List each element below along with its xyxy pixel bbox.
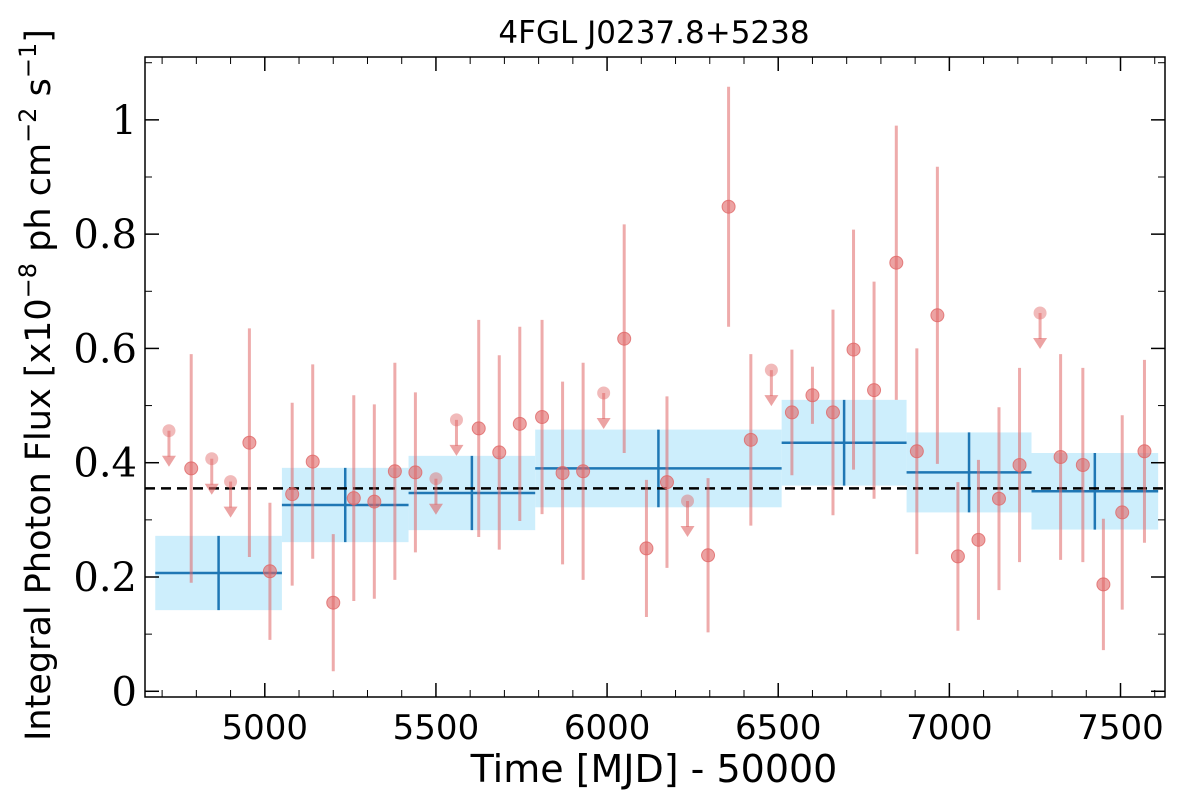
detection-point: [659, 475, 674, 490]
detection-point: [346, 491, 361, 506]
y-tick-label: 0: [112, 669, 137, 715]
x-tick-label: 5500: [393, 708, 480, 748]
detection-point: [701, 548, 716, 563]
x-tick-label: 7500: [1077, 708, 1164, 748]
bin-crosses-layer: [155, 399, 1159, 611]
upper-limit-arrow: [161, 455, 176, 467]
y-axis-label-exp2: −2: [14, 108, 42, 143]
upper-limit-point: [205, 452, 219, 466]
detection-point: [639, 541, 654, 556]
detection-point: [1137, 444, 1152, 459]
axes-layer: [144, 56, 1166, 698]
chart-title: 4FGL J0237.8+5238: [498, 15, 809, 51]
y-axis-label: Integral Photon Flux [x10−8 ph cm−2 s−1]: [14, 29, 59, 741]
detection-point: [950, 549, 965, 564]
detection-point: [846, 342, 861, 357]
x-tick-label: 5000: [222, 708, 309, 748]
upper-limit-point: [429, 472, 443, 486]
y-axis-label-main: Integral Photon Flux [x10: [19, 298, 59, 741]
x-axis-label: Time [MJD] - 50000: [470, 747, 838, 791]
y-axis-label-end: ]: [19, 29, 59, 43]
upper-limit-arrow: [596, 418, 611, 429]
y-axis-label-exp1: −8: [14, 263, 42, 298]
detection-point: [721, 199, 736, 214]
detection-point: [971, 532, 986, 547]
plot-frame: [144, 56, 1166, 698]
detection-point: [285, 487, 300, 502]
x-tick-label: 7000: [906, 708, 993, 748]
upper-limit-arrow: [449, 444, 464, 456]
detection-point: [512, 416, 527, 431]
x-tick-label: 6000: [564, 708, 651, 748]
upper-limit-arrow: [764, 395, 779, 407]
y-tick-label: 0.4: [73, 441, 137, 487]
detection-point: [387, 464, 402, 479]
detections-layer: [184, 86, 1152, 672]
detection-point: [305, 454, 320, 469]
detection-point: [1075, 458, 1090, 472]
detection-point: [867, 383, 882, 398]
detection-point: [889, 255, 904, 270]
upper-limit-arrow: [204, 483, 219, 495]
detection-point: [743, 432, 758, 447]
detection-point: [617, 331, 632, 346]
x-tick-label: 6500: [735, 708, 822, 748]
detection-point: [576, 464, 591, 479]
detection-point: [909, 444, 924, 459]
detection-point: [991, 491, 1006, 506]
y-axis-label-exp3: −1: [14, 43, 42, 78]
detection-point: [492, 445, 507, 460]
upper-limit-arrow: [223, 506, 238, 518]
detection-point: [535, 410, 550, 424]
ticks-layer: 5000 5500 6000 6500 7000 7500 0 0.2 0.4 0.6 0.8 1: [73, 57, 1165, 748]
detection-point: [930, 308, 945, 323]
detection-point: [825, 405, 840, 420]
upper-limit-arrow: [680, 526, 695, 537]
detection-point: [784, 405, 799, 420]
y-axis-label-mid: ph cm: [19, 143, 59, 263]
upper-limit-arrow: [428, 503, 443, 515]
detection-point: [184, 461, 199, 476]
y-tick-label: 1: [112, 98, 137, 144]
upper-limit-point: [1033, 306, 1047, 320]
detection-point: [1115, 505, 1130, 520]
detection-point: [242, 435, 257, 450]
detection-point: [326, 595, 341, 610]
upper-limit-point: [597, 386, 611, 400]
detection-point: [805, 388, 820, 403]
upper-limit-point: [162, 424, 176, 438]
upper-limit-point: [764, 363, 778, 377]
y-axis-label-mid2: s: [19, 78, 59, 107]
upper-limit-point: [681, 494, 695, 508]
detection-point: [471, 421, 486, 436]
y-tick-label: 0.6: [73, 326, 137, 372]
y-tick-label: 0.2: [73, 555, 137, 601]
detection-point: [1096, 577, 1111, 592]
upper-limit-arrow: [1033, 338, 1048, 349]
detection-point: [408, 465, 423, 480]
detection-point: [1053, 450, 1068, 464]
upper-limits-layer: [161, 306, 1048, 537]
upper-limit-point: [224, 475, 238, 489]
detection-point: [555, 466, 570, 480]
detection-point: [262, 564, 277, 579]
detection-point: [367, 494, 382, 509]
y-tick-label: 0.8: [73, 212, 137, 258]
upper-limit-point: [449, 413, 463, 427]
detection-point: [1012, 458, 1027, 472]
